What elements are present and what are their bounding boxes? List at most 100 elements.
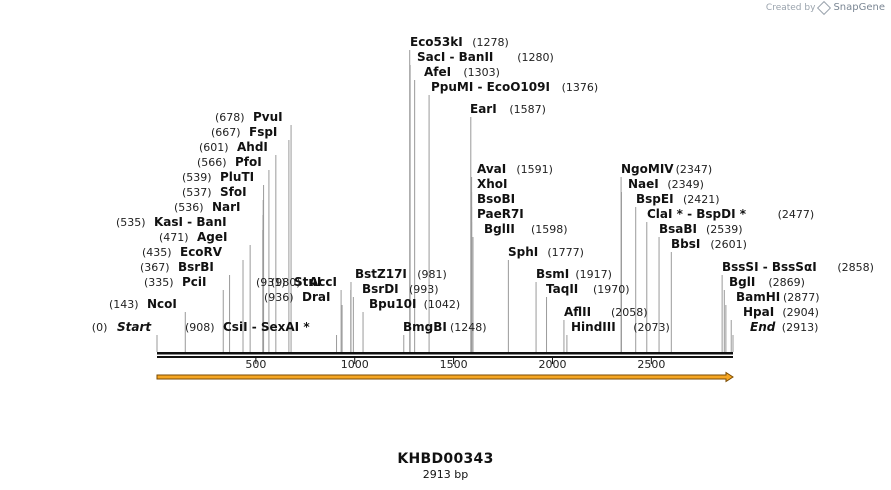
site-name[interactable]: DraI [302, 290, 330, 304]
site-name[interactable]: Bpu10I [369, 297, 416, 311]
site-position: (2869) [768, 276, 805, 289]
site-position: (931) [256, 276, 286, 289]
site-position: (1303) [463, 66, 500, 79]
feature-arrow-shape[interactable] [156, 371, 734, 383]
site-position: (0) [92, 321, 108, 334]
site-name[interactable]: PaeR7I [477, 207, 524, 221]
site-position: (535) [116, 216, 146, 229]
snapgene-watermark: Created by SnapGene [765, 0, 885, 15]
site-position: (367) [140, 261, 170, 274]
site-name[interactable]: BsaBI [659, 222, 697, 236]
site-position: (601) [199, 141, 229, 154]
site-name[interactable]: BglII [484, 222, 515, 236]
site-name[interactable]: ClaI * - BspDI * [647, 207, 747, 221]
site-name[interactable]: Start [117, 320, 152, 334]
site-name[interactable]: SacI - BanII [417, 50, 493, 64]
site-name[interactable]: BglI [729, 275, 755, 289]
ruler-tick-label: 2000 [538, 358, 566, 371]
site-position: (335) [144, 276, 174, 289]
site-position: (1598) [531, 223, 568, 236]
ruler-tick-label: 1500 [440, 358, 468, 371]
site-position: (537) [182, 186, 212, 199]
site-name[interactable]: PciI [182, 275, 207, 289]
site-name[interactable]: NcoI [147, 297, 177, 311]
site-position: (2058) [611, 306, 648, 319]
site-leaders [156, 50, 734, 352]
site-name[interactable]: XhoI [477, 177, 508, 191]
site-name[interactable]: HpaI [743, 305, 774, 319]
watermark-brand: SnapGene [833, 2, 885, 13]
site-name[interactable]: End [750, 320, 776, 334]
site-name[interactable]: BsrDI [362, 282, 399, 296]
site-position: (471) [159, 231, 189, 244]
site-name[interactable]: CsiI - SexAI * [223, 320, 310, 334]
site-position: (1278) [472, 36, 509, 49]
site-position: (2349) [667, 178, 704, 191]
site-labels: Start (0) NcoI (143) PciI (335) BsrBI (367) EcoR… [92, 35, 874, 334]
site-name[interactable]: NarI [212, 200, 241, 214]
site-position: (678) [215, 111, 245, 124]
site-name[interactable]: BspEI [636, 192, 674, 206]
site-position: (1587) [509, 103, 546, 116]
construct-name: KHBD00343 [397, 451, 494, 467]
site-position: (981) [417, 268, 447, 281]
site-position: (980) [271, 276, 301, 289]
site-name[interactable]: BbsI [671, 237, 700, 251]
site-name[interactable]: PluTI [220, 170, 254, 184]
site-name[interactable]: StuI [294, 275, 321, 289]
site-position: (2913) [782, 321, 819, 334]
site-name[interactable]: NgoMIV [621, 162, 674, 176]
site-position: (1777) [547, 246, 584, 259]
site-position: (1917) [575, 268, 612, 281]
construct-size: 2913 bp [422, 468, 469, 481]
site-name[interactable]: FspI [249, 125, 277, 139]
site-position: (2347) [676, 163, 713, 176]
site-name[interactable]: SphI [508, 245, 538, 259]
site-position: (1248) [450, 321, 487, 334]
site-name[interactable]: PfoI [235, 155, 262, 169]
feature-arrow [156, 371, 734, 383]
sequence-backbone [157, 352, 733, 358]
site-position: (2539) [706, 223, 743, 236]
site-name[interactable]: AhdI [237, 140, 268, 154]
site-name[interactable]: AflII [564, 305, 591, 319]
ruler-tick-label: 500 [245, 358, 266, 371]
site-name[interactable]: HindIII [571, 320, 616, 334]
site-name[interactable]: BmgBI [403, 320, 447, 334]
site-name[interactable]: KasI - BanI [154, 215, 227, 229]
site-position: (1591) [516, 163, 553, 176]
site-name[interactable]: AfeI [424, 65, 451, 79]
site-position: (667) [211, 126, 241, 139]
site-name[interactable]: AccI [309, 275, 337, 289]
site-position: (1042) [424, 298, 461, 311]
site-name[interactable]: BamHI [736, 290, 780, 304]
site-name[interactable]: TaqII [546, 282, 578, 296]
site-name[interactable]: PvuI [253, 110, 283, 124]
site-name[interactable]: EcoRV [180, 245, 223, 259]
site-name[interactable]: AvaI [477, 162, 506, 176]
site-name[interactable]: PpuMI - EcoO109I [431, 80, 550, 94]
site-position: (2073) [633, 321, 670, 334]
site-name[interactable]: BsmI [536, 267, 569, 281]
site-position: (539) [182, 171, 212, 184]
site-position: (2477) [778, 208, 815, 221]
site-name[interactable]: AgeI [197, 230, 227, 244]
site-position: (2904) [782, 306, 819, 319]
site-name[interactable]: BstZ17I [355, 267, 407, 281]
site-position: (2877) [783, 291, 820, 304]
site-name[interactable]: BsoBI [477, 192, 515, 206]
site-position: (2421) [683, 193, 720, 206]
site-name[interactable]: EarI [470, 102, 497, 116]
site-position: (2601) [710, 238, 747, 251]
site-name[interactable]: BssSI - BssSαI [722, 260, 817, 274]
ruler-tick-label: 1000 [341, 358, 369, 371]
site-name[interactable]: Eco53kI [410, 35, 463, 49]
site-position: (536) [174, 201, 204, 214]
ruler-ticks: 500 1000 1500 2000 2500 [245, 358, 665, 371]
backbone-top-strand [157, 352, 733, 355]
site-name[interactable]: BsrBI [178, 260, 214, 274]
site-name[interactable]: NaeI [628, 177, 659, 191]
site-name[interactable]: SfoI [220, 185, 247, 199]
watermark-prefix: Created by [765, 2, 816, 13]
